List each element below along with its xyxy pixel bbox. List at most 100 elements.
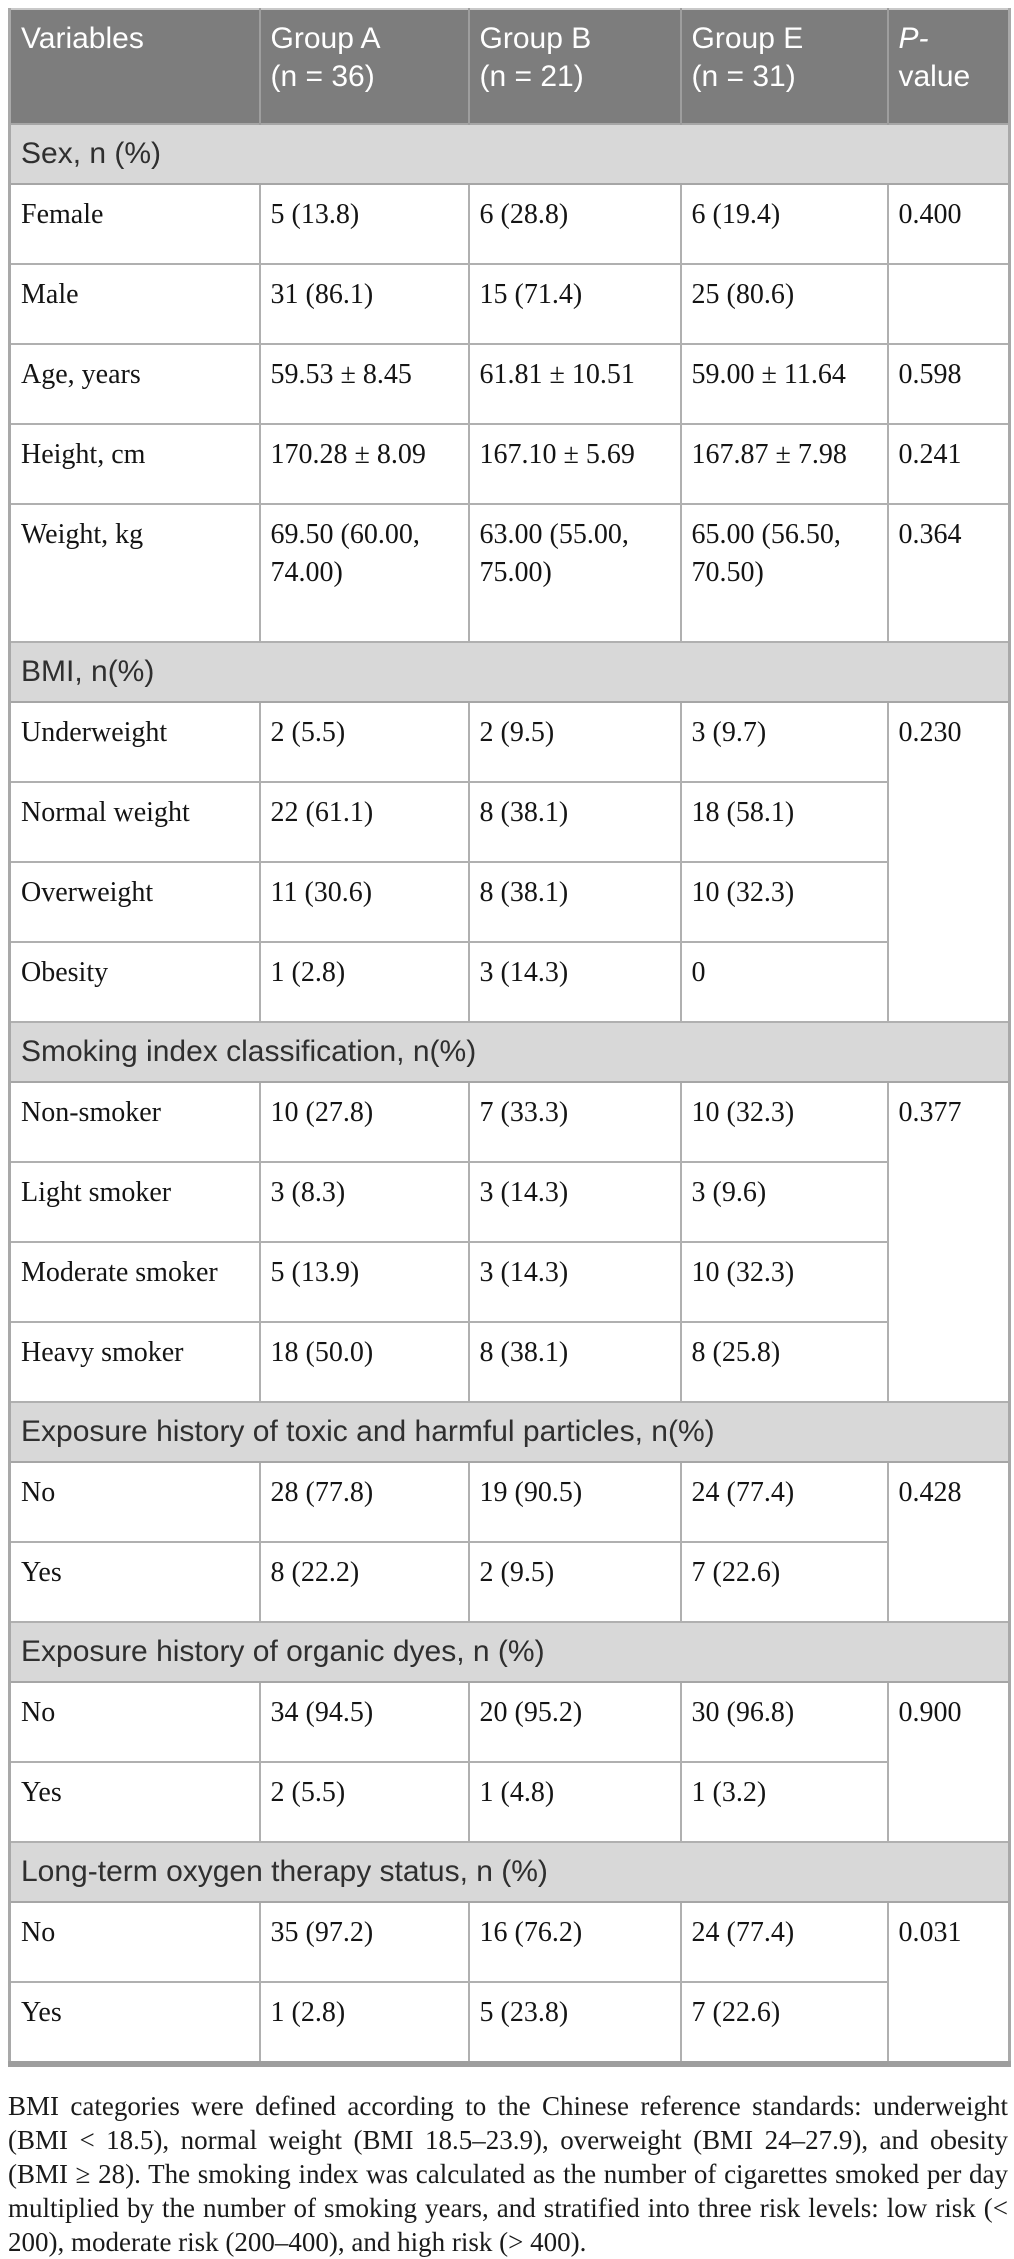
row-label: Weight, kg bbox=[8, 503, 261, 643]
row-label: Moderate smoker bbox=[8, 1241, 261, 1323]
table-row: Normal weight 22 (61.1) 8 (38.1) 18 (58.1) bbox=[8, 781, 1010, 863]
cell-group-e: 8 (25.8) bbox=[679, 1321, 889, 1403]
cell-p-value: 0.364 bbox=[886, 503, 1011, 643]
table-row: Non-smoker 10 (27.8) 7 (33.3) 10 (32.3) 0.37… bbox=[8, 1081, 1011, 1403]
table-row: No 28 (77.8) 19 (90.5) 24 (77.4) 0.428 bbox=[8, 1461, 1011, 1623]
demographics-table: Variables Group A (n = 36) Group B (n = … bbox=[8, 8, 1011, 2067]
cell-group-a: 170.28 ± 8.09 bbox=[258, 423, 470, 505]
cell-group-b: 7 (33.3) bbox=[467, 1081, 682, 1163]
table-row: Age, years 59.53 ± 8.45 61.81 ± 10.51 59.00… bbox=[8, 343, 1011, 425]
section-title: Exposure history of toxic and harmful pa… bbox=[9, 1401, 1010, 1463]
cell-group-a: 5 (13.8) bbox=[258, 183, 470, 265]
cell-group-a: 3 (8.3) bbox=[258, 1161, 470, 1243]
row-label: No bbox=[8, 1461, 261, 1543]
table-row: Overweight 11 (30.6) 8 (38.1) 10 (32.3) bbox=[8, 861, 1010, 943]
cell-p-value: 0.400 bbox=[886, 183, 1011, 265]
cell-group-a: 1 (2.8) bbox=[258, 941, 470, 1023]
cell-group-b: 6 (28.8) bbox=[467, 183, 682, 265]
section-row: Long-term oxygen therapy status, n (%) bbox=[9, 1841, 1010, 1903]
cell-p-value: 0.428 bbox=[886, 1461, 1011, 1623]
table-row: Heavy smoker 18 (50.0) 8 (38.1) 8 (25.8) bbox=[8, 1321, 1010, 1403]
cell-group-e: 0 bbox=[679, 941, 889, 1023]
table-row: Obesity 1 (2.8) 3 (14.3) 0 bbox=[8, 941, 1010, 1023]
row-label: Light smoker bbox=[8, 1161, 261, 1243]
cell-group-e: 24 (77.4) bbox=[679, 1461, 889, 1543]
cell-group-e: 167.87 ± 7.98 bbox=[679, 423, 889, 505]
cell-group-a: 28 (77.8) bbox=[258, 1461, 470, 1543]
header-sublabel: (n = 36) bbox=[270, 60, 375, 93]
cell-group-b: 3 (14.3) bbox=[467, 941, 682, 1023]
cell-group-b: 63.00 (55.00, 75.00) bbox=[467, 503, 682, 643]
section-row: Exposure history of organic dyes, n (%) bbox=[9, 1621, 1010, 1683]
cell-group-b: 8 (38.1) bbox=[467, 861, 682, 943]
table-body: Sex, n (%) Female 5 (13.8) 6 (28.8) 6 (19.4)… bbox=[8, 123, 1011, 2065]
cell-group-b: 20 (95.2) bbox=[467, 1681, 682, 1763]
section-title: BMI, n(%) bbox=[9, 641, 1010, 703]
row-label: Yes bbox=[8, 1981, 261, 2065]
section-title: Long-term oxygen therapy status, n (%) bbox=[9, 1841, 1010, 1903]
cell-group-e: 10 (32.3) bbox=[679, 1241, 889, 1323]
row-label: No bbox=[8, 1681, 261, 1763]
cell-group-a: 22 (61.1) bbox=[258, 781, 470, 863]
table-row: Moderate smoker 5 (13.9) 3 (14.3) 10 (32.3) bbox=[8, 1241, 1010, 1323]
cell-group-a: 31 (86.1) bbox=[258, 263, 470, 345]
cell-group-b: 8 (38.1) bbox=[467, 781, 682, 863]
header-sublabel: (n = 21) bbox=[479, 60, 584, 93]
header-sublabel: value bbox=[898, 60, 971, 93]
section-title: Smoking index classification, n(%) bbox=[9, 1021, 1010, 1083]
cell-group-b: 61.81 ± 10.51 bbox=[467, 343, 682, 425]
table-row: Yes 2 (5.5) 1 (4.8) 1 (3.2) bbox=[8, 1761, 1010, 1843]
cell-group-a: 34 (94.5) bbox=[258, 1681, 470, 1763]
row-label: Female bbox=[8, 183, 261, 265]
row-label: Height, cm bbox=[8, 423, 261, 505]
row-label: Normal weight bbox=[8, 781, 261, 863]
cell-group-e: 6 (19.4) bbox=[679, 183, 889, 265]
table-row: Male 31 (86.1) 15 (71.4) 25 (80.6) bbox=[8, 263, 1011, 345]
cell-group-b: 19 (90.5) bbox=[467, 1461, 682, 1543]
cell-group-a: 69.50 (60.00, 74.00) bbox=[258, 503, 470, 643]
cell-group-e: 18 (58.1) bbox=[679, 781, 889, 863]
cell-group-a: 5 (13.9) bbox=[258, 1241, 470, 1323]
cell-group-b: 167.10 ± 5.69 bbox=[467, 423, 682, 505]
header-label: Group B bbox=[479, 22, 592, 55]
cell-group-e: 65.00 (56.50, 70.50) bbox=[679, 503, 889, 643]
cell-group-e: 10 (32.3) bbox=[679, 861, 889, 943]
cell-group-b: 1 (4.8) bbox=[467, 1761, 682, 1843]
cell-group-a: 2 (5.5) bbox=[258, 701, 470, 783]
row-label: Yes bbox=[8, 1761, 261, 1843]
cell-group-b: 3 (14.3) bbox=[467, 1161, 682, 1243]
footnote: BMI categories were defined according to… bbox=[8, 2091, 1008, 2257]
cell-group-e: 24 (77.4) bbox=[679, 1901, 889, 1983]
header-cell-group-e: Group E (n = 31) bbox=[679, 9, 888, 124]
row-label: Age, years bbox=[8, 343, 261, 425]
row-label: Overweight bbox=[8, 861, 261, 943]
cell-p-value: 0.377 bbox=[886, 1081, 1011, 1403]
table-row: No 34 (94.5) 20 (95.2) 30 (96.8) 0.900 bbox=[8, 1681, 1011, 1843]
section-row: Exposure history of toxic and harmful pa… bbox=[9, 1401, 1010, 1463]
cell-group-e: 7 (22.6) bbox=[679, 1981, 889, 2065]
cell-group-e: 3 (9.6) bbox=[679, 1161, 889, 1243]
row-label: Male bbox=[8, 263, 261, 345]
header-cell-variables: Variables bbox=[9, 9, 260, 124]
cell-group-e: 1 (3.2) bbox=[679, 1761, 889, 1843]
cell-p-value: 0.241 bbox=[886, 423, 1011, 505]
table-row: Weight, kg 69.50 (60.00, 74.00) 63.00 (55.… bbox=[8, 503, 1011, 643]
cell-group-e: 30 (96.8) bbox=[679, 1681, 889, 1763]
row-label: Obesity bbox=[8, 941, 261, 1023]
header-cell-group-b: Group B (n = 21) bbox=[467, 9, 681, 124]
section-title: Sex, n (%) bbox=[9, 123, 1010, 185]
cell-group-e: 10 (32.3) bbox=[679, 1081, 889, 1163]
header-label: Variables bbox=[21, 22, 144, 55]
header-label: Group A bbox=[270, 22, 381, 55]
cell-group-e: 59.00 ± 11.64 bbox=[679, 343, 889, 425]
section-row: BMI, n(%) bbox=[9, 641, 1010, 703]
cell-group-a: 11 (30.6) bbox=[258, 861, 470, 943]
cell-group-b: 5 (23.8) bbox=[467, 1981, 682, 2065]
header-label: P- bbox=[898, 22, 929, 55]
cell-group-e: 3 (9.7) bbox=[679, 701, 889, 783]
cell-group-b: 3 (14.3) bbox=[467, 1241, 682, 1323]
cell-group-b: 8 (38.1) bbox=[467, 1321, 682, 1403]
row-label: No bbox=[8, 1901, 261, 1983]
cell-group-b: 16 (76.2) bbox=[467, 1901, 682, 1983]
table-row: Height, cm 170.28 ± 8.09 167.10 ± 5.69 167.… bbox=[8, 423, 1011, 505]
